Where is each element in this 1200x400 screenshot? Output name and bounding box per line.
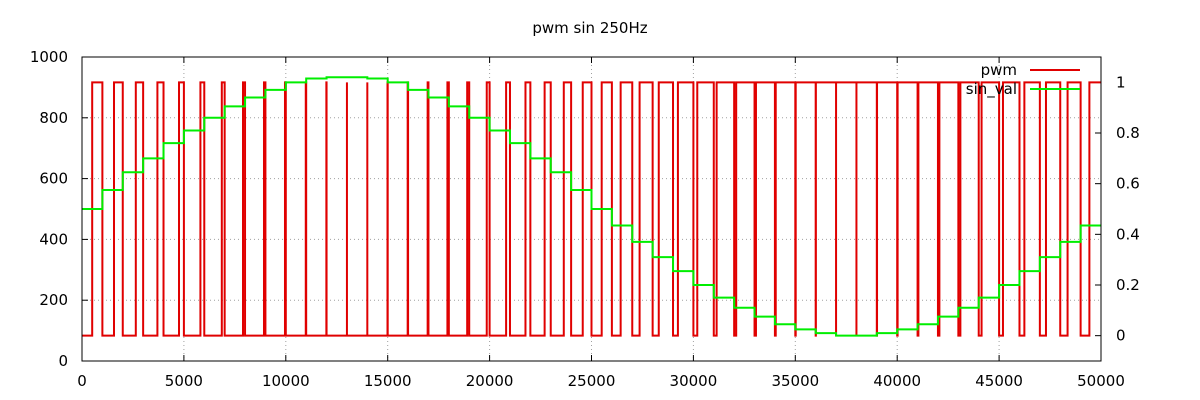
y-tick-label: 0 bbox=[58, 352, 68, 370]
x-tick-label: 40000 bbox=[873, 372, 921, 390]
series-sin-val bbox=[82, 76, 1101, 337]
y2-tick-label: 0 bbox=[1116, 327, 1126, 345]
y-tick-label: 1000 bbox=[30, 48, 68, 66]
series-line-sin-val bbox=[82, 76, 1101, 337]
plot-frame bbox=[81, 56, 1102, 362]
y-tick-label: 400 bbox=[39, 230, 68, 248]
y-tick-label: 600 bbox=[39, 170, 68, 188]
series-layer bbox=[82, 76, 1101, 337]
x-tick-label: 35000 bbox=[771, 372, 819, 390]
legend: pwm sin_val bbox=[966, 61, 1080, 99]
legend-label-pwm: pwm bbox=[981, 61, 1017, 79]
y2-tick-label: 1 bbox=[1116, 73, 1126, 91]
axis-ticks: 0 5000 10000 15000 20000 25000 30000 35000 40000… bbox=[30, 48, 1140, 390]
chart-title: pwm sin 250Hz bbox=[532, 19, 647, 37]
x-tick-label: 20000 bbox=[466, 372, 514, 390]
x-tick-label: 45000 bbox=[975, 372, 1023, 390]
y2-tick-label: 0.4 bbox=[1116, 225, 1140, 243]
x-tick-label: 30000 bbox=[670, 372, 718, 390]
y-tick-label: 800 bbox=[39, 109, 68, 127]
x-tick-label: 5000 bbox=[165, 372, 203, 390]
y-tick-label: 200 bbox=[39, 291, 68, 309]
y2-tick-label: 0.6 bbox=[1116, 175, 1140, 193]
x-tick-label: 50000 bbox=[1077, 372, 1125, 390]
x-tick-label: 15000 bbox=[364, 372, 412, 390]
x-tick-label: 25000 bbox=[568, 372, 616, 390]
y2-tick-label: 0.8 bbox=[1116, 124, 1140, 142]
y2-tick-label: 0.2 bbox=[1116, 276, 1140, 294]
x-tick-label: 10000 bbox=[262, 372, 310, 390]
x-tick-label: 0 bbox=[77, 372, 87, 390]
legend-label-sin-val: sin_val bbox=[966, 80, 1017, 99]
